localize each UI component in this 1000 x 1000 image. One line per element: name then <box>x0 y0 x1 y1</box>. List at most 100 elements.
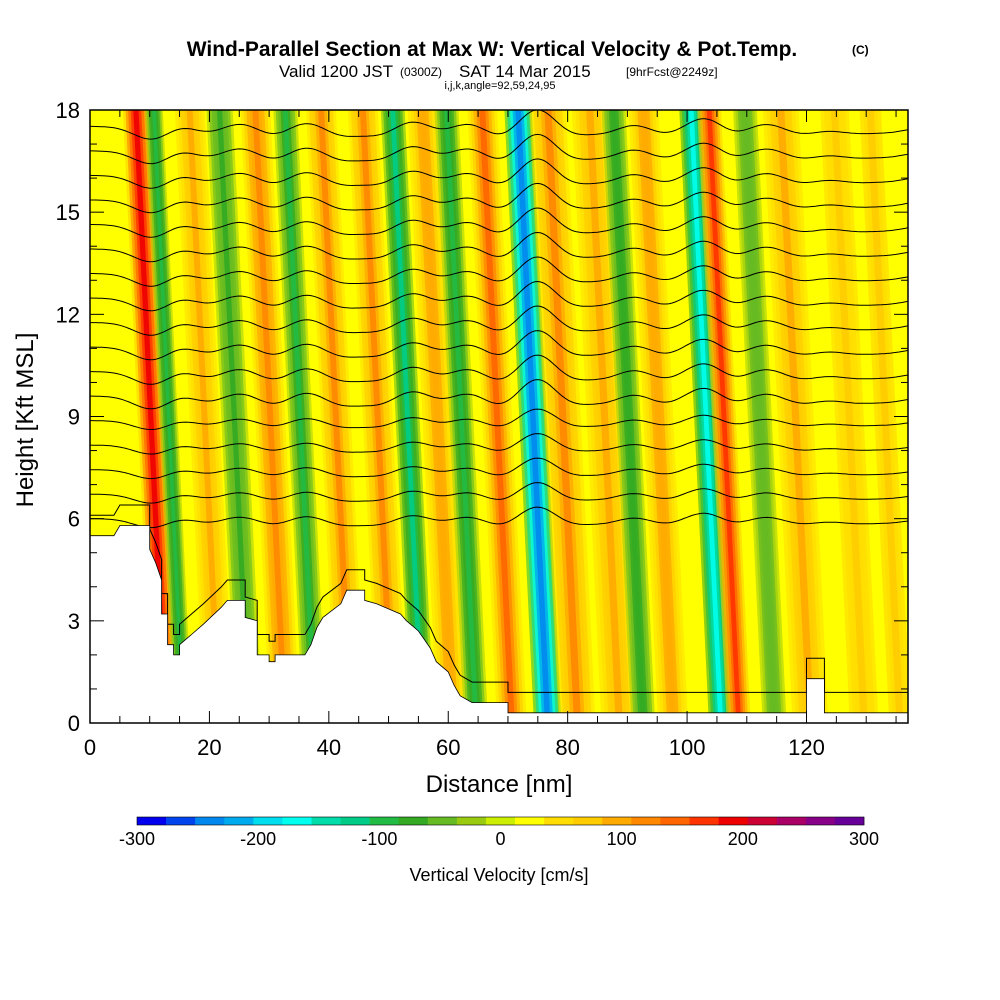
isentrope-line <box>90 182 908 214</box>
isentrope-line <box>90 110 908 140</box>
isentrope-line <box>90 231 908 263</box>
y-tick-label: 3 <box>68 609 80 634</box>
colorbar-swatch <box>456 817 487 825</box>
velocity-band <box>318 110 354 723</box>
colorbar-tick-label: 200 <box>728 829 758 849</box>
colorbar-swatch <box>195 817 225 825</box>
terrain <box>90 525 908 723</box>
y-tick-label: 18 <box>56 98 80 123</box>
velocity-band <box>133 110 169 723</box>
colorbar-swatch <box>282 817 312 825</box>
x-tick-label: 80 <box>555 735 579 760</box>
colorbar-swatch <box>253 817 283 825</box>
y-axis: 0 3 6 9 12 15 18 <box>56 98 908 736</box>
velocity-band <box>611 110 646 723</box>
isentrope-line <box>90 506 908 529</box>
chart-title: Wind-Parallel Section at Max W: Vertical… <box>187 38 798 61</box>
x-tick-label: 60 <box>436 735 460 760</box>
colorbar-tick-label: -200 <box>240 829 276 849</box>
y-tick-label: 9 <box>68 405 80 430</box>
velocity-band <box>831 110 868 723</box>
x-tick-label: 20 <box>197 735 221 760</box>
valid-prefix: Valid 1200 JST <box>279 62 393 81</box>
section-params: i,j,k,angle=92,59,24,95 <box>444 80 555 92</box>
y-tick-label: 6 <box>68 507 80 532</box>
colorbar-swatch <box>398 817 429 825</box>
forecast-info: [9hrFcst@2249z] <box>626 65 718 79</box>
velocity-band <box>216 110 252 723</box>
potential-temperature-contours <box>90 110 908 693</box>
colorbar-tick-label: -300 <box>119 829 155 849</box>
colorbar-swatch <box>776 817 807 825</box>
x-tick-label: 100 <box>669 735 706 760</box>
colorbar-tick-label: 0 <box>495 829 505 849</box>
velocity-band <box>390 110 425 723</box>
isentrope-line <box>90 158 908 189</box>
colorbar-swatch <box>137 817 167 825</box>
isentrope-line <box>90 433 908 455</box>
isentrope-line <box>90 133 908 165</box>
y-axis-label: Height [Kft MSL] <box>12 333 39 508</box>
isentrope-line <box>90 280 908 312</box>
colorbar-tick-label: 100 <box>607 829 637 849</box>
velocity-field <box>122 110 908 723</box>
isentrope-line <box>90 330 908 361</box>
colorbar-swatch <box>311 817 341 825</box>
y-tick-label: 15 <box>56 200 80 225</box>
valid-utc: (0300Z) <box>400 65 442 79</box>
velocity-band <box>444 110 479 723</box>
velocity-band <box>544 110 582 723</box>
colorbar-swatch <box>224 817 254 825</box>
colorbar-swatch <box>805 817 836 825</box>
colorbar-swatch <box>689 817 719 825</box>
colorbar-swatch <box>573 817 603 825</box>
colorbar-tick-label: -100 <box>361 829 397 849</box>
chart-title-tag: (C) <box>852 43 869 57</box>
colorbar-swatch <box>544 817 574 825</box>
velocity-band <box>640 110 676 723</box>
velocity-band <box>282 110 318 723</box>
colorbar-swatch <box>660 817 690 825</box>
colorbar-tick-label: 300 <box>849 829 879 849</box>
x-tick-label: 120 <box>788 735 825 760</box>
velocity-band <box>777 110 814 723</box>
isentrope-line <box>90 354 908 385</box>
isentrope-line <box>90 379 908 410</box>
velocity-band <box>866 110 904 723</box>
colorbar-swatch <box>340 817 370 825</box>
velocity-band <box>359 110 396 723</box>
x-tick-label: 40 <box>317 735 341 760</box>
isentrope-line <box>90 256 908 287</box>
velocity-band <box>419 110 456 723</box>
colorbar-label: Vertical Velocity [cm/s] <box>409 865 588 885</box>
colorbar-swatch <box>834 817 865 825</box>
colorbar-swatch <box>166 817 196 825</box>
velocity-band <box>688 110 724 723</box>
colorbar-swatch <box>718 817 748 825</box>
colorbar-swatch <box>369 817 400 825</box>
colorbar-swatch <box>515 817 545 825</box>
velocity-band <box>586 110 623 723</box>
colorbar-swatch <box>747 817 778 825</box>
x-axis: 0 20 40 60 80 100 120 <box>84 110 897 760</box>
colorbar-frame <box>136 816 865 826</box>
velocity-band <box>152 110 186 723</box>
colorbar: -300 -200 -100 0 100 200 300 <box>119 816 879 849</box>
velocity-band <box>479 110 515 723</box>
velocity-band <box>252 110 288 723</box>
isentrope-line <box>90 408 908 430</box>
isentrope-line <box>90 207 908 238</box>
x-tick-label: 0 <box>84 735 96 760</box>
velocity-band <box>706 110 742 723</box>
velocity-band <box>186 110 223 723</box>
x-axis-label: Distance [nm] <box>426 771 573 798</box>
y-tick-label: 0 <box>68 711 80 736</box>
isentrope-line <box>90 482 908 504</box>
colorbar-swatch <box>427 817 458 825</box>
velocity-band <box>742 110 777 723</box>
valid-date: SAT 14 Mar 2015 <box>459 62 591 81</box>
colorbar-swatch <box>485 817 516 825</box>
y-tick-label: 12 <box>56 302 80 327</box>
isentrope-line <box>90 504 908 693</box>
